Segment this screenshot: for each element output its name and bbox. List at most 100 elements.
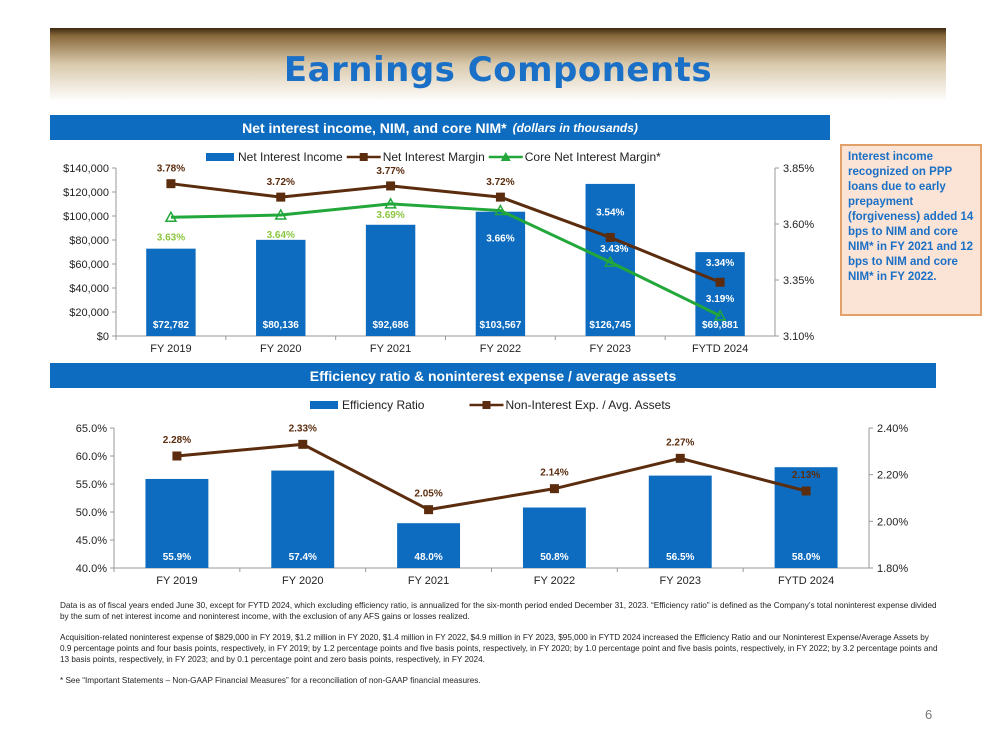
nim-chart-line-label: 3.66%	[486, 234, 514, 245]
section-subtitle-nim: (dollars in thousands)	[512, 120, 638, 135]
efficiency-chart-x-tick-label: FY 2023	[660, 575, 701, 587]
nim-chart-legend-marker	[359, 153, 368, 161]
nim-chart-x-tick-label: FY 2021	[370, 343, 411, 355]
nim-chart-bar	[365, 224, 416, 336]
nim-chart-bar-label: $126,745	[589, 320, 631, 331]
nim-chart-legend-marker	[500, 152, 511, 161]
efficiency-chart-left-tick-label: 45.0%	[76, 535, 107, 547]
footnote-data: Data is as of fiscal years ended June 30…	[60, 601, 937, 621]
efficiency-chart-legend-swatch	[310, 401, 338, 409]
efficiency-chart-line-marker	[424, 505, 434, 515]
nim-chart-legend-label: Net Interest Income	[238, 150, 343, 164]
efficiency-chart-line-marker	[298, 439, 308, 449]
efficiency-chart-left-tick-label: 60.0%	[76, 451, 107, 463]
efficiency-chart-line-marker	[172, 451, 182, 461]
nim-chart-bar	[475, 211, 526, 336]
nim-chart-line-marker	[495, 192, 505, 202]
section-title-nim: Net interest income, NIM, and core NIM*	[242, 119, 507, 136]
nim-chart-line-marker	[276, 192, 286, 202]
nim-chart-line-label: 3.34%	[706, 258, 734, 269]
efficiency-chart-bar-label: 56.5%	[666, 552, 694, 563]
nim-chart-line-label: 3.43%	[600, 244, 628, 255]
efficiency-chart-right-tick-label: 2.00%	[877, 516, 908, 528]
nim-chart-bar	[256, 239, 306, 336]
efficiency-chart-bar	[145, 478, 209, 568]
nim-chart-bar	[695, 252, 745, 336]
footnotes: Data is as of fiscal years ended June 30…	[60, 600, 940, 696]
nim-chart-left-tick-label: $80,000	[69, 235, 109, 247]
nim-chart-legend-label: Net Interest Margin	[383, 150, 485, 164]
efficiency-chart-x-tick-label: FY 2019	[156, 575, 197, 587]
section-header-nim: Net interest income, NIM, and core NIM* …	[50, 115, 830, 140]
nim-chart-line-marker	[384, 197, 397, 209]
footnote-nongaap: * See “Important Statements – Non-GAAP F…	[60, 676, 481, 685]
efficiency-chart-right-tick-label: 2.20%	[877, 470, 908, 482]
efficiency-chart-line-0	[176, 442, 807, 512]
nim-chart-right-tick-label: 3.35%	[783, 275, 814, 287]
nim-chart-bar	[146, 248, 196, 336]
nim-chart-line-marker	[713, 309, 727, 321]
nim-chart-line-marker	[166, 179, 176, 189]
nim-chart-line-label: 3.72%	[267, 177, 295, 188]
efficiency-chart-bar	[774, 467, 838, 568]
nim-chart-left-tick-label: $60,000	[69, 259, 109, 271]
nim-chart-bar-label: $103,567	[480, 320, 522, 331]
nim-chart-left-tick-label: $40,000	[69, 283, 109, 295]
nim-chart-line-marker	[715, 277, 725, 287]
efficiency-chart-line-marker	[549, 484, 559, 494]
efficiency-chart-x-tick-label: FYTD 2024	[778, 575, 834, 587]
nim-chart-left-tick-label: $20,000	[69, 307, 109, 319]
nim-chart-x-tick-label: FY 2023	[590, 343, 631, 355]
nim-chart-legend-label: Core Net Interest Margin*	[525, 150, 661, 164]
charts-svg: $0 $20,000 $40,000 $60,000 $80,000 $100,000 $1…	[63, 150, 908, 587]
efficiency-chart-line-label: 2.33%	[289, 423, 317, 434]
nim-chart-line-label: 3.54%	[596, 207, 624, 218]
efficiency-chart-right-tick-label: 1.80%	[877, 563, 908, 575]
efficiency-chart-x-tick-label: FY 2020	[282, 575, 323, 587]
efficiency-chart-left-tick-label: 55.0%	[76, 479, 107, 491]
efficiency-chart-x-tick-label: FY 2022	[534, 575, 575, 587]
section-title-efficiency: Efficiency ratio & noninterest expense /…	[309, 367, 677, 384]
nim-chart-line-0	[170, 182, 721, 284]
nim-chart-bar	[585, 183, 635, 336]
nim-chart-left-tick-label: $140,000	[63, 163, 109, 175]
nim-chart-bar-label: $80,136	[263, 320, 300, 331]
efficiency-chart-left-tick-label: 40.0%	[76, 563, 107, 575]
efficiency-chart-line-label: 2.14%	[540, 468, 568, 479]
nim-chart-line-label: 3.19%	[706, 294, 734, 305]
efficiency-chart-left-tick-label: 65.0%	[76, 423, 107, 435]
efficiency-chart-right-tick-label: 2.40%	[877, 423, 908, 435]
efficiency-chart-bar	[271, 470, 335, 568]
page-number: 6	[925, 707, 933, 722]
page-title: Earnings Components	[283, 50, 713, 90]
nim-chart-bar-label: $72,782	[153, 320, 190, 331]
efficiency-chart-bar	[648, 475, 712, 568]
nim-chart-line-label: 3.77%	[376, 166, 404, 177]
efficiency-chart-legend-label: Efficiency Ratio	[342, 398, 425, 412]
efficiency-chart-x-tick-label: FY 2021	[408, 575, 449, 587]
nim-chart-x-tick-label: FYTD 2024	[692, 343, 748, 355]
efficiency-chart-legend-label: Non-Interest Exp. / Avg. Assets	[505, 398, 670, 412]
title-banner: Earnings Components	[50, 28, 946, 108]
efficiency-chart-line-label: 2.28%	[163, 435, 191, 446]
nim-chart-line-label: 3.78%	[157, 164, 185, 175]
efficiency-chart-bar-label: 57.4%	[289, 552, 317, 563]
efficiency-chart-bar-label: 48.0%	[414, 552, 442, 563]
efficiency-chart-line-marker	[801, 486, 811, 496]
nim-chart-right-tick-label: 3.60%	[783, 219, 814, 231]
footnote-acquisition: Acquisition-related noninterest expense …	[60, 633, 938, 664]
nim-chart-left-tick-label: $0	[97, 331, 109, 343]
efficiency-chart-bar	[397, 523, 461, 568]
nim-chart-line-marker	[605, 232, 615, 242]
nim-chart-x-tick-label: FY 2022	[480, 343, 521, 355]
section-header-efficiency: Efficiency ratio & noninterest expense /…	[50, 363, 936, 388]
efficiency-chart-bar	[522, 507, 586, 568]
nim-chart-line-marker	[274, 208, 288, 220]
nim-chart-left-tick-label: $120,000	[63, 187, 109, 199]
efficiency-chart-line-label: 2.13%	[792, 470, 820, 481]
nim-chart-right-tick-label: 3.85%	[783, 163, 814, 175]
efficiency-chart-left-tick-label: 50.0%	[76, 507, 107, 519]
nim-chart-left-tick-label: $100,000	[63, 211, 109, 223]
efficiency-chart-line-marker	[675, 453, 685, 463]
nim-chart-right-tick-label: 3.10%	[783, 331, 814, 343]
